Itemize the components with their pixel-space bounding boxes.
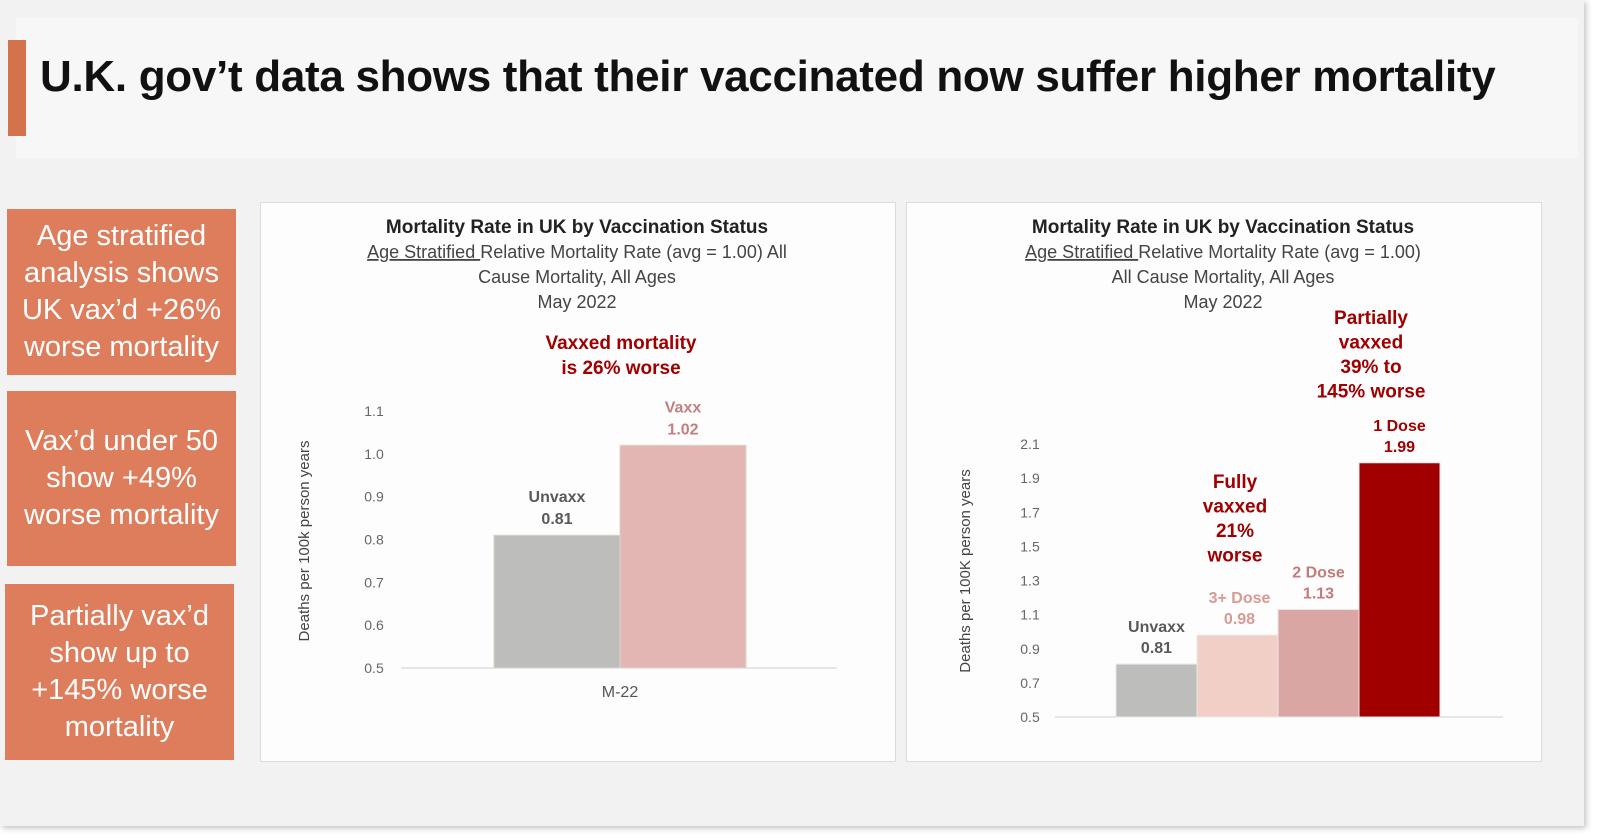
y-tick-label: 0.7 [1020, 675, 1040, 691]
y-tick-label: 1.1 [364, 403, 384, 419]
side-box-line: worse mortality [24, 499, 219, 531]
side-box-line: show up to [49, 637, 190, 669]
y-tick-label: 1.1 [1020, 607, 1040, 623]
chart-subtitle-line: Cause Mortality, All Ages [478, 267, 676, 287]
page-title: U.K. gov’t data shows that their vaccina… [40, 52, 1496, 101]
annotation-line: is 26% worse [561, 358, 680, 379]
annotation-fully-vaxxed-line: worse [1207, 546, 1263, 567]
y-tick-label: 0.5 [364, 660, 384, 676]
bar-value-label: 1.13 [1303, 586, 1334, 603]
chart-right: Mortality Rate in UK by Vaccination Stat… [957, 217, 1503, 725]
bar-name-label: 3+ Dose [1209, 590, 1271, 607]
y-tick-label: 1.9 [1020, 470, 1040, 486]
bar-2-dose [1277, 609, 1360, 718]
side-box-line: +145% worse [31, 674, 208, 706]
x-category-label: M-22 [602, 684, 639, 701]
y-tick-label: 1.0 [364, 446, 384, 462]
subtitle-rest: Relative Mortality Rate (avg = 1.00) [1138, 242, 1421, 262]
annotation-partially-vaxxed-line: vaxxed [1339, 333, 1403, 354]
bar-vaxx [619, 444, 747, 669]
y-tick-label: 0.7 [364, 574, 384, 590]
chart-panel-right: Mortality Rate in UK by Vaccination Stat… [906, 202, 1542, 762]
side-box-line: analysis shows [23, 257, 219, 289]
slide: U.K. gov’t data shows that their vaccina… [0, 0, 1584, 826]
y-tick-label: 2.1 [1020, 436, 1040, 452]
subtitle-rest: Relative Mortality Rate (avg = 1.00) All [480, 242, 787, 262]
chart-subtitle: Age Stratified Relative Mortality Rate (… [367, 242, 787, 262]
side-box-line: Age stratified [36, 220, 207, 252]
bar-name-label: Vaxx [665, 399, 702, 416]
title-accent-bar [8, 40, 26, 136]
annotation-partially-vaxxed-line: 145% worse [1317, 382, 1426, 403]
annotation-fully-vaxxed-line: vaxxed [1203, 497, 1267, 518]
side-box-partially-vaxxed: Partially vax’d show up to +145% worse mort… [5, 584, 234, 760]
bar-unvaxx [493, 534, 621, 669]
chart-left: Mortality Rate in UK by Vaccination Stat… [296, 217, 837, 701]
bar-3-dose [1196, 634, 1279, 718]
chart-title: Mortality Rate in UK by Vaccination Stat… [1032, 217, 1414, 238]
title-band [16, 18, 1578, 158]
annotation-fully-vaxxed-line: 21% [1216, 521, 1254, 542]
y-tick-label: 0.5 [1020, 709, 1040, 725]
side-box-line: UK vax’d +26% [21, 294, 222, 326]
side-box-line: worse mortality [23, 331, 219, 363]
annotation-partially-vaxxed-line: Partially [1334, 308, 1408, 329]
y-tick-label: 0.9 [364, 489, 384, 505]
chart-subtitle-line: May 2022 [537, 292, 616, 312]
chart-title: Mortality Rate in UK by Vaccination Stat… [386, 217, 768, 238]
bar-name-label: Unvaxx [1128, 619, 1185, 636]
subtitle-underlined: Age Stratified [1025, 242, 1138, 262]
y-tick-label: 0.8 [364, 532, 384, 548]
chart-panel-left: Mortality Rate in UK by Vaccination Stat… [260, 202, 896, 762]
bar-name-label: 1 Dose [1373, 418, 1426, 435]
side-box-line: mortality [64, 711, 175, 743]
chart-subtitle: Age Stratified Relative Mortality Rate (… [1025, 242, 1421, 262]
annotation-partially-vaxxed-line: 39% to [1340, 357, 1401, 378]
bar-name-label: Unvaxx [529, 489, 586, 506]
side-box-line: show +49% [46, 462, 197, 494]
bar-value-label: 1.02 [667, 421, 698, 438]
side-box-line: Vax’d under 50 [25, 425, 218, 457]
y-tick-label: 1.7 [1020, 504, 1040, 520]
bar-name-label: 2 Dose [1292, 565, 1345, 582]
bar-value-label: 0.98 [1224, 611, 1255, 628]
y-tick-label: 0.9 [1020, 641, 1040, 657]
y-axis-label: Deaths per 100k person years [296, 441, 313, 642]
bar-value-label: 1.99 [1384, 439, 1415, 456]
y-tick-label: 0.6 [364, 617, 384, 633]
side-box-age-stratified: Age stratified analysis shows UK vax’d +26… [7, 209, 236, 375]
y-axis-label: Deaths per 100K person years [957, 469, 974, 672]
chart-subtitle-line: All Cause Mortality, All Ages [1112, 267, 1335, 287]
side-box-line: Partially vax’d [30, 600, 209, 632]
annotation-fully-vaxxed-line: Fully [1213, 472, 1258, 493]
bar-unvaxx [1115, 663, 1198, 718]
annotation-line: Vaxxed mortality [545, 333, 696, 354]
y-tick-label: 1.3 [1020, 573, 1040, 589]
bar-value-label: 0.81 [1141, 640, 1172, 657]
bar-value-label: 0.81 [541, 511, 572, 528]
chart-subtitle-line: May 2022 [1183, 292, 1262, 312]
bar-1-dose [1358, 462, 1441, 718]
side-box-under-50: Vax’d under 50 show +49% worse mortality [7, 391, 236, 566]
y-tick-label: 1.5 [1020, 538, 1040, 554]
subtitle-underlined: Age Stratified [367, 242, 480, 262]
